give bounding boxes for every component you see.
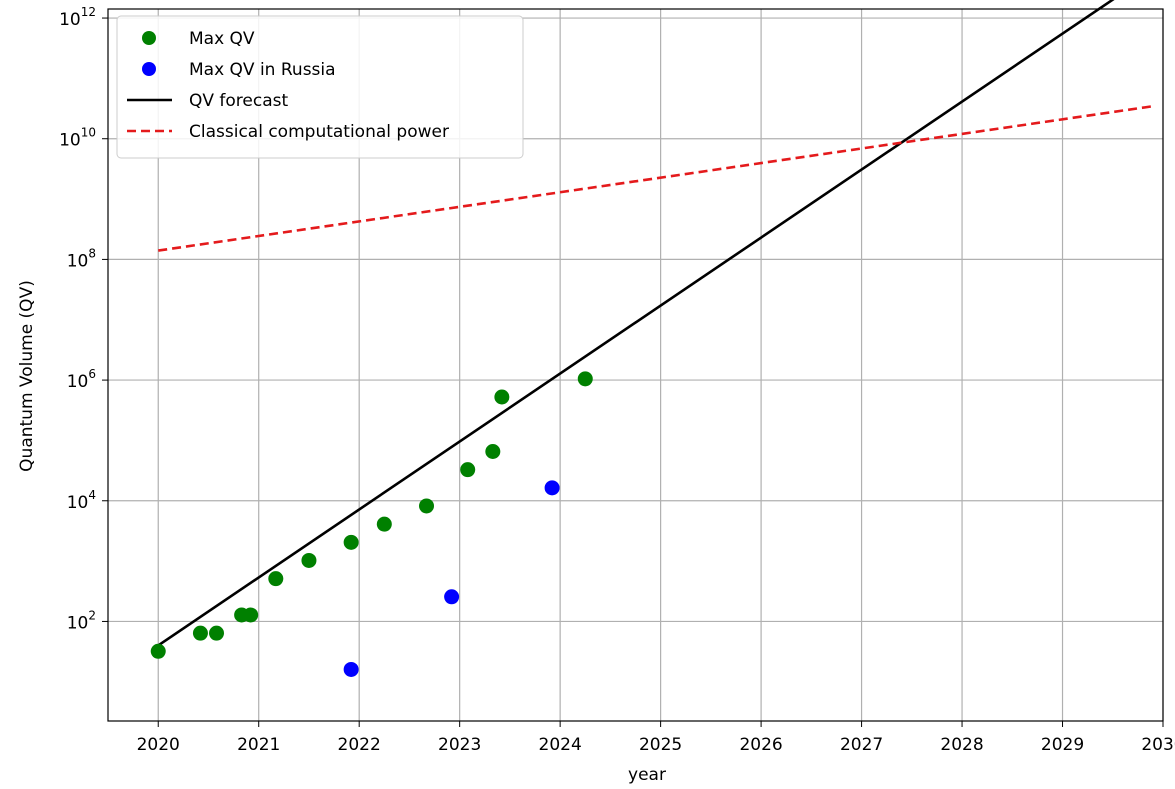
legend-label: Max QV	[189, 29, 255, 49]
max-qv-point	[494, 389, 510, 405]
legend-marker	[142, 31, 156, 45]
legend-label: Max QV in Russia	[189, 60, 336, 80]
y-tick-exponent: 2	[88, 608, 96, 622]
max-qv-point	[243, 607, 259, 623]
x-tick-label: 2029	[1041, 735, 1084, 755]
y-tick-label: 1010	[59, 126, 96, 151]
max-qv-point	[268, 571, 284, 587]
y-tick-label: 106	[67, 367, 96, 392]
x-tick-label: 2020	[137, 735, 180, 755]
axis-ticks: 2020 2021 2022 2023 2024 2025 2026 2027 2028 2029…	[59, 5, 1175, 755]
y-tick-base: 10	[67, 493, 89, 513]
plot-series	[150, 0, 1156, 677]
x-tick-label: 2026	[739, 735, 782, 755]
y-tick-base: 10	[67, 251, 89, 271]
max-qv-point	[150, 643, 166, 659]
y-tick-exponent: 12	[81, 5, 96, 19]
x-tick-label: 2027	[840, 735, 883, 755]
max-qv-point	[577, 371, 593, 387]
y-tick-label: 102	[67, 608, 96, 633]
x-tick-label: 2022	[338, 735, 381, 755]
legend-item: Max QV	[142, 29, 255, 49]
x-tick-label: 2023	[438, 735, 481, 755]
x-tick-label: 2030	[1141, 735, 1175, 755]
max-qv-russia-point	[343, 661, 359, 677]
max-qv-point	[343, 534, 359, 550]
max-qv-point	[192, 625, 208, 641]
legend-box	[116, 15, 524, 159]
y-tick-exponent: 6	[88, 367, 96, 381]
y-axis-label: Quantum Volume (QV)	[17, 280, 37, 472]
x-tick-label: 2028	[940, 735, 983, 755]
series-points-1	[343, 480, 560, 677]
y-tick-label: 1012	[59, 5, 96, 30]
x-tick-label: 2024	[539, 735, 582, 755]
max-qv-point	[485, 443, 501, 459]
legend-item: Max QV in Russia	[142, 60, 336, 80]
x-tick-label: 2021	[237, 735, 280, 755]
max-qv-point	[460, 462, 476, 478]
x-tick-label: 2025	[639, 735, 682, 755]
max-qv-russia-point	[444, 589, 460, 605]
series-2	[157, 0, 1115, 647]
max-qv-point	[419, 498, 435, 514]
y-tick-label: 108	[67, 246, 96, 271]
legend-label: Classical computational power	[189, 122, 449, 142]
legend-item: QV forecast	[127, 91, 288, 111]
plot-frame	[107, 8, 1164, 722]
legend: Max QV Max QV in Russia QV forecast Classic…	[116, 15, 524, 159]
legend-label: QV forecast	[189, 91, 288, 111]
y-tick-exponent: 10	[81, 126, 96, 140]
x-axis-label: year	[628, 765, 666, 784]
qv-forecast-line	[157, 0, 1115, 647]
y-tick-base: 10	[67, 613, 89, 633]
y-tick-base: 10	[59, 131, 81, 151]
legend-item: Classical computational power	[127, 122, 449, 142]
max-qv-point	[209, 625, 225, 641]
y-tick-label: 104	[67, 488, 96, 513]
y-tick-exponent: 8	[88, 246, 96, 260]
max-qv-russia-point	[544, 480, 560, 496]
max-qv-point	[376, 516, 392, 532]
series-points-0	[150, 371, 593, 659]
legend-marker	[142, 62, 156, 76]
y-tick-base: 10	[59, 10, 81, 30]
max-qv-point	[301, 552, 317, 568]
y-tick-exponent: 4	[88, 488, 96, 502]
y-tick-base: 10	[67, 372, 89, 392]
